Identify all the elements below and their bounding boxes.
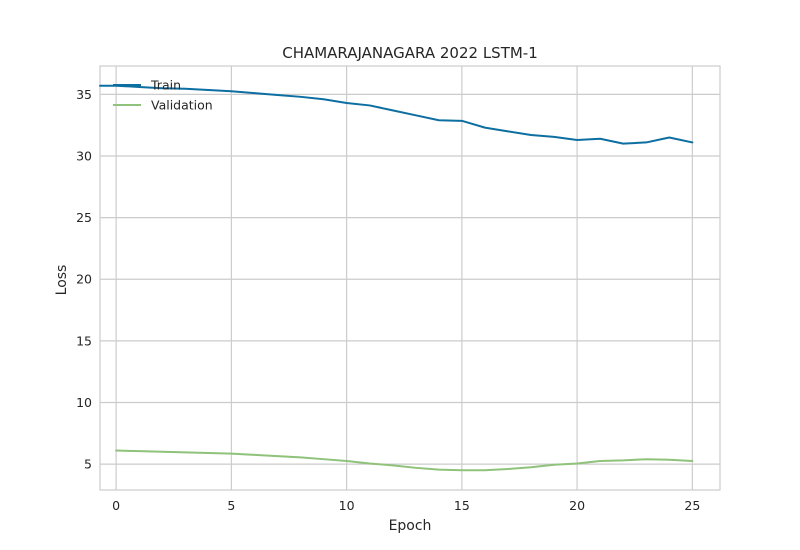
y-tick-label: 30: [76, 148, 92, 163]
x-tick-label: 20: [569, 498, 585, 513]
y-tick-label: 5: [84, 457, 92, 472]
grid-lines: [100, 66, 720, 490]
x-tick-label: 5: [227, 498, 235, 513]
y-tick-label: 20: [76, 272, 92, 287]
y-tick-label: 15: [76, 333, 92, 348]
plot-area: [100, 66, 720, 490]
x-tick-label: 10: [339, 498, 355, 513]
x-tick-label: 0: [112, 498, 120, 513]
y-tick-label: 10: [76, 395, 92, 410]
series-line-validation: [115, 449, 694, 472]
x-axis-label: Epoch: [389, 518, 432, 534]
y-tick-label: 35: [76, 87, 92, 102]
plot-frame: [99, 65, 721, 491]
x-tick-label: 15: [454, 498, 470, 513]
series-layer: [99, 84, 694, 472]
y-tick-label: 25: [76, 210, 92, 225]
legend: Train Validation: [113, 78, 213, 113]
tick-labels: 0 5 10 15 20 25 5 10 15 20 25 30 35: [76, 87, 700, 513]
x-tick-label: 25: [684, 498, 700, 513]
legend-label: Validation: [151, 98, 213, 113]
series-line-train: [99, 84, 694, 145]
chart-title: CHAMARAJANAGARA 2022 LSTM-1: [282, 44, 538, 62]
legend-label: Train: [150, 78, 181, 93]
y-axis-label: Loss: [54, 265, 70, 296]
